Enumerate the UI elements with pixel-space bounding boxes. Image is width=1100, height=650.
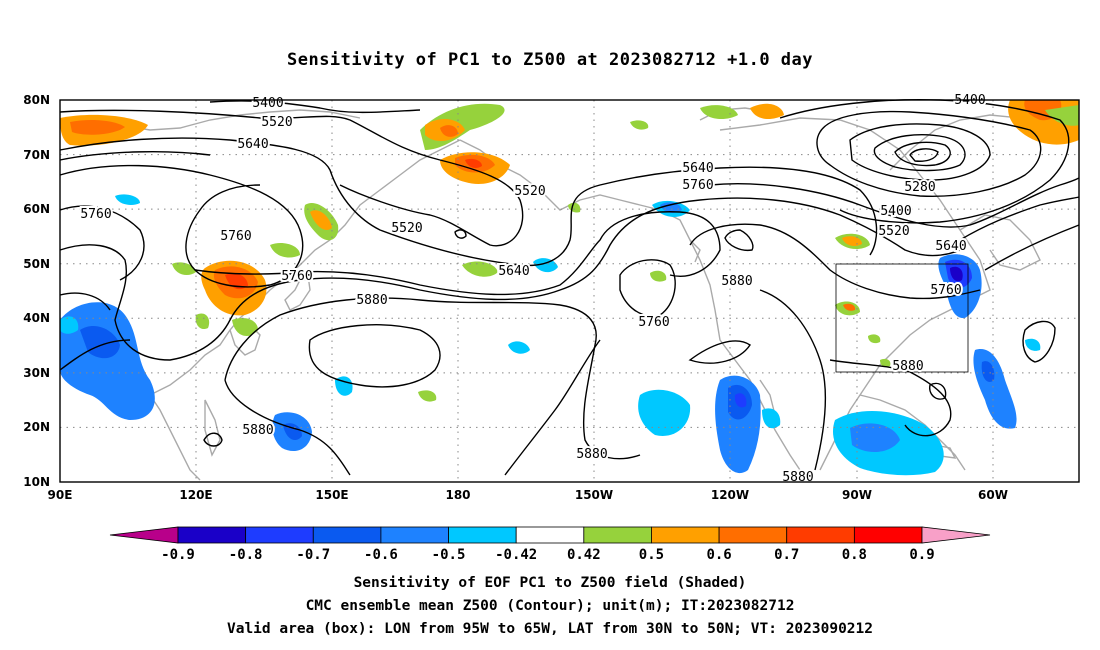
z500-contours (59, 98, 1080, 476)
colorbar-swatch (177, 526, 247, 544)
contour-label: 5400 (252, 96, 283, 111)
contour-label: 5880 (242, 423, 273, 438)
map-frame (59, 99, 1080, 483)
colorbar-tick-label: -0.5 (432, 547, 466, 563)
contour-label: 5520 (261, 115, 292, 130)
lon-label: 120W (711, 488, 749, 502)
colorbar-tick-label: 0.42 (567, 547, 601, 563)
lat-axis: 80N 70N 60N 50N 40N 30N 20N 10N (23, 93, 50, 489)
colorbar-tick-label: 0.9 (909, 547, 934, 563)
graticule (60, 100, 1079, 482)
contour-label: 5760 (930, 283, 961, 298)
colorbar-labels: -0.9 -0.8 -0.7 -0.6 -0.5 -0.42 0.42 0.5 0.6 0.7 0.… (161, 547, 935, 563)
contour-label: 5760 (682, 178, 713, 193)
contour-label: 5640 (935, 239, 966, 254)
map-plot-area: 5400 5520 5640 5760 5520 5520 5640 5760 … (59, 91, 1080, 487)
contour-label: 5880 (721, 274, 752, 289)
contour-labels: 5400 5520 5640 5760 5520 5520 5640 5760 … (78, 91, 987, 487)
lon-label: 90E (48, 488, 73, 502)
footer-caption-valid-area: Valid area (box): LON from 95W to 65W, L… (226, 621, 873, 637)
valid-area-box (835, 263, 969, 373)
footer-caption-shading: Sensitivity of EOF PC1 to Z500 field (Sh… (353, 575, 747, 591)
colorbar-swatch (245, 526, 314, 544)
lat-label: 10N (23, 475, 50, 489)
lat-label: 70N (23, 148, 50, 162)
footer-caption-contour: CMC ensemble mean Z500 (Contour); unit(m… (305, 598, 795, 614)
colorbar-swatch (583, 526, 652, 544)
colorbar-swatch (448, 526, 517, 544)
colorbar-max-arrow (921, 526, 991, 544)
lon-axis: 90E 120E 150E 180 150W 120W 90W 60W (48, 488, 1008, 502)
lon-label: 60W (978, 488, 1008, 502)
lon-label: 180 (445, 488, 470, 502)
colorbar-legend (109, 526, 991, 544)
colorbar-swatch (786, 526, 855, 544)
page-title: Sensitivity of PC1 to Z500 at 2023082712… (286, 50, 813, 70)
lon-label: 150E (315, 488, 348, 502)
colorbar-swatch (651, 526, 720, 544)
contour-label: 5880 (576, 447, 607, 462)
lat-label: 20N (23, 420, 50, 434)
lon-label: 120E (179, 488, 212, 502)
contour-label: 5760 (80, 207, 111, 222)
colorbar-swatch (718, 526, 788, 544)
colorbar-tick-label: 0.8 (842, 547, 867, 563)
colorbar-tick-label: -0.7 (296, 547, 330, 563)
colorbar-tick-label: -0.9 (161, 547, 195, 563)
contour-label: 5640 (498, 264, 529, 279)
colorbar-tick-label: 0.5 (639, 547, 664, 563)
colorbar-tick-label: 0.6 (706, 547, 731, 563)
colorbar-tick-label: -0.6 (364, 547, 398, 563)
contour-label: 5760 (281, 269, 312, 284)
contour-label: 5280 (904, 180, 935, 195)
contour-label: 5520 (878, 224, 909, 239)
lat-label: 60N (23, 202, 50, 216)
lon-label: 150W (575, 488, 613, 502)
contour-label: 5520 (391, 221, 422, 236)
lat-label: 30N (23, 366, 50, 380)
contour-label: 5520 (514, 184, 545, 199)
colorbar-tick-label: -0.8 (229, 547, 263, 563)
contour-label: 5760 (638, 315, 669, 330)
lat-label: 80N (23, 93, 50, 107)
contour-label: 5640 (682, 161, 713, 176)
shading-positive (60, 100, 1079, 402)
colorbar-swatch (515, 526, 585, 544)
lon-label: 90W (842, 488, 872, 502)
contour-label: 5880 (892, 359, 923, 374)
colorbar-swatch (853, 526, 923, 544)
contour-label: 5400 (880, 204, 911, 219)
contour-label: 5760 (220, 229, 251, 244)
colorbar-min-arrow (109, 526, 179, 544)
colorbar-tick-label: 0.7 (774, 547, 799, 563)
colorbar-swatch (312, 526, 382, 544)
contour-label: 5880 (782, 470, 813, 485)
contour-label: 5640 (237, 137, 268, 152)
colorbar-tick-label: -0.42 (495, 547, 537, 563)
colorbar-swatch (380, 526, 449, 544)
shading-negative (60, 194, 1041, 476)
lat-label: 50N (23, 257, 50, 271)
contour-label: 5880 (356, 293, 387, 308)
lat-label: 40N (23, 311, 50, 325)
